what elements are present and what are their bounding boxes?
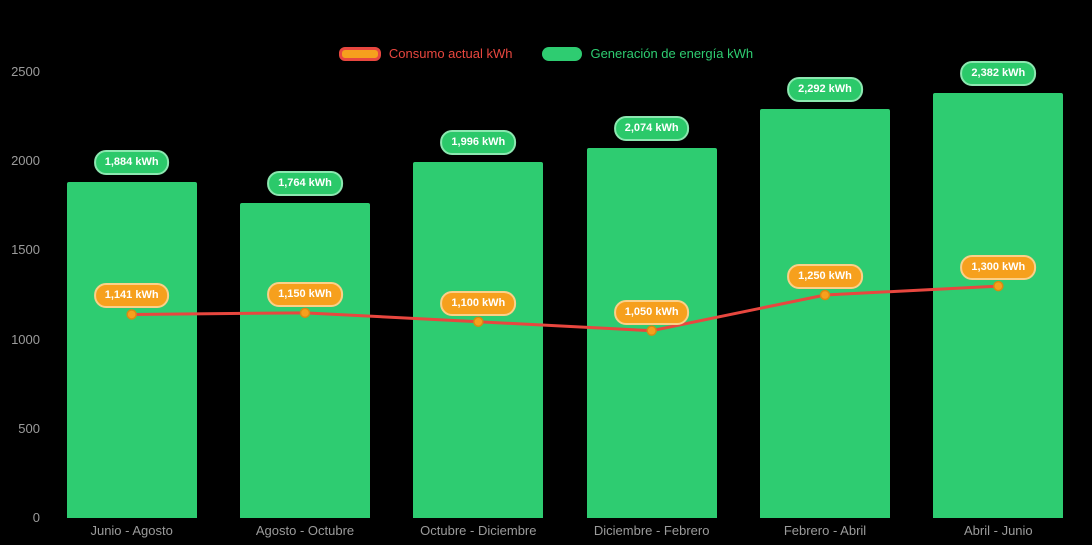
x-axis-category-label: Abril - Junio xyxy=(964,523,1033,538)
legend-label-consumo: Consumo actual kWh xyxy=(388,46,513,61)
generation-value-badge: 1,884 kWh xyxy=(93,149,170,175)
y-axis-tick-label: 2500 xyxy=(11,64,40,79)
legend-item-consumo[interactable]: Consumo actual kWh xyxy=(338,46,513,61)
consumption-point-marker[interactable] xyxy=(299,307,311,319)
consumption-point-marker[interactable] xyxy=(646,325,657,336)
generation-value-badge: 1,996 kWh xyxy=(440,129,517,155)
generation-bar[interactable] xyxy=(66,181,197,518)
y-axis-tick-label: 500 xyxy=(18,420,40,436)
consumption-value-badge: 1,150 kWh xyxy=(267,281,343,307)
consumption-value-badge: 1,141 kWh xyxy=(93,283,170,309)
generation-bar[interactable] xyxy=(240,203,370,518)
consumption-line-layer xyxy=(126,280,1004,336)
y-axis-tick-label: 1500 xyxy=(11,242,40,258)
consumption-value-badge: 1,050 kWh xyxy=(613,299,690,325)
consumo-line-swatch-icon xyxy=(338,46,381,61)
consumption-point-marker[interactable] xyxy=(993,280,1004,292)
x-axis-category-label: Octubre - Diciembre xyxy=(420,523,537,538)
generation-value-badge: 1,764 kWh xyxy=(267,171,343,197)
consumption-point-marker[interactable] xyxy=(819,289,831,301)
generacion-bar-swatch-icon xyxy=(542,46,583,61)
y-axis-tick-label: 1000 xyxy=(11,331,40,347)
consumption-point-marker[interactable] xyxy=(473,316,484,328)
generation-value-badge: 2,292 kWh xyxy=(787,77,863,103)
legend-label-generacion: Generación de energía kWh xyxy=(590,46,754,61)
y-axis-tick-label: 2000 xyxy=(11,153,40,169)
consumption-point-marker[interactable] xyxy=(126,309,137,320)
consumption-line xyxy=(131,284,999,333)
y-axis-tick-label: 0 xyxy=(32,510,40,525)
x-axis-category-label: Agosto - Octubre xyxy=(255,523,355,538)
x-axis-category-label: Diciembre - Febrero xyxy=(593,523,710,538)
consumption-value-badge: 1,250 kWh xyxy=(787,264,863,289)
legend-item-generacion[interactable]: Generación de energía kWh xyxy=(542,46,753,61)
consumption-value-badge: 1,300 kWh xyxy=(960,255,1037,281)
generation-bar[interactable] xyxy=(413,161,544,518)
generation-bar[interactable] xyxy=(760,109,890,518)
generation-bar[interactable] xyxy=(933,93,1064,518)
chart-legend: Consumo actual kWh Generación de energía… xyxy=(0,46,1092,61)
consumption-value-badge: 1,100 kWh xyxy=(440,290,517,316)
x-axis-category-label: Febrero - Abril xyxy=(783,523,867,538)
x-axis-category-label: Junio - Agosto xyxy=(90,523,173,538)
generation-value-badge: 2,074 kWh xyxy=(613,116,690,141)
plot-area: 1,884 kWh 1,764 kWh 1,996 kWh 2,074 kWh 2,29… xyxy=(45,61,1085,518)
generation-value-badge: 2,382 kWh xyxy=(960,61,1037,87)
